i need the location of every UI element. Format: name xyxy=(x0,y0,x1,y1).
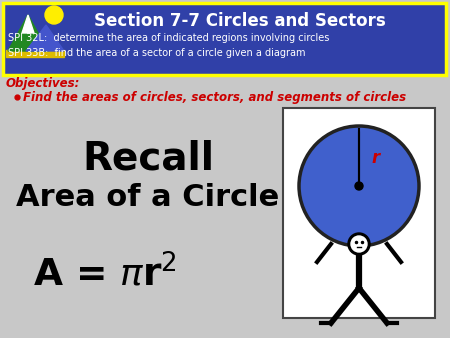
Polygon shape xyxy=(26,25,64,51)
Text: Recall: Recall xyxy=(82,139,214,177)
Polygon shape xyxy=(6,50,64,57)
Text: Section 7-7 Circles and Sectors: Section 7-7 Circles and Sectors xyxy=(94,12,385,30)
Text: SPI 32L:  determine the area of indicated regions involving circles: SPI 32L: determine the area of indicated… xyxy=(8,33,329,43)
Polygon shape xyxy=(8,15,48,51)
Circle shape xyxy=(299,126,419,246)
Circle shape xyxy=(355,182,363,190)
Text: Objectives:: Objectives: xyxy=(6,76,81,90)
Text: r: r xyxy=(371,149,379,167)
Text: Area of a Circle: Area of a Circle xyxy=(16,184,279,213)
Polygon shape xyxy=(22,15,34,33)
FancyBboxPatch shape xyxy=(3,3,446,75)
Circle shape xyxy=(351,236,367,252)
Text: Find the areas of circles, sectors, and segments of circles: Find the areas of circles, sectors, and … xyxy=(23,91,406,103)
FancyBboxPatch shape xyxy=(283,108,435,318)
Circle shape xyxy=(348,233,370,255)
Text: A = $\pi$r$^2$: A = $\pi$r$^2$ xyxy=(33,256,177,294)
Circle shape xyxy=(45,6,63,24)
Text: SPI 33B:  find the area of a sector of a circle given a diagram: SPI 33B: find the area of a sector of a … xyxy=(8,48,306,58)
